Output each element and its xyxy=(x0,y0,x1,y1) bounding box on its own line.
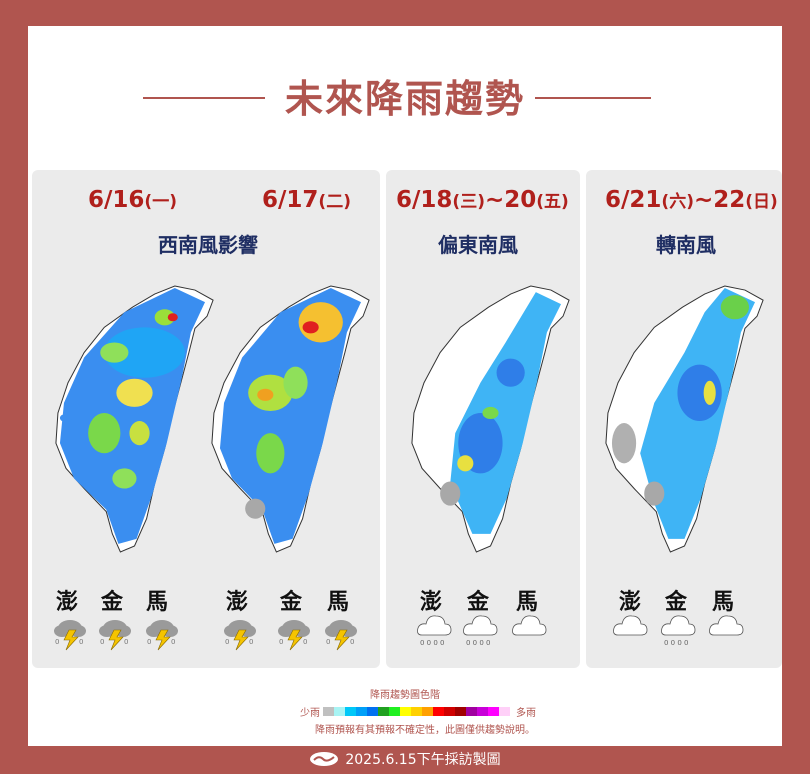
legend-high-label: 多雨 xyxy=(516,708,536,719)
legend-title: 降雨趨勢圖色階 xyxy=(370,690,440,701)
thunderstorm-icon xyxy=(223,619,257,651)
legend-swatch xyxy=(378,707,389,716)
legend-swatch xyxy=(466,707,477,716)
footer: 2025.6.15下午採訪製圖 xyxy=(0,749,810,769)
legend-swatch xyxy=(323,707,334,716)
rainfall-map-0616 xyxy=(55,285,214,553)
kinmen-label: 金 xyxy=(280,590,303,615)
legend-swatch xyxy=(477,707,488,716)
rainfall-color-scale: 少雨 多雨 xyxy=(300,704,536,719)
weather-pattern-label: 轉南風 xyxy=(656,233,716,257)
cloud-icon xyxy=(613,615,648,636)
thunderstorm-icon xyxy=(277,619,311,651)
legend-swatch xyxy=(356,707,367,716)
legend-swatch xyxy=(400,707,411,716)
matsu-label: 馬 xyxy=(712,590,735,615)
rainfall-map-0621-0622 xyxy=(605,285,764,553)
legend-swatch xyxy=(433,707,444,716)
penghu-label: 澎 xyxy=(226,590,249,615)
rainfall-map-0617 xyxy=(211,285,370,553)
legend-swatches xyxy=(323,707,510,716)
legend-swatch xyxy=(455,707,466,716)
kinmen-label: 金 xyxy=(101,590,124,615)
matsu-label: 馬 xyxy=(516,590,539,615)
legend-swatch xyxy=(345,707,356,716)
rainfall-map-0618-0620 xyxy=(411,285,570,553)
cloud-icon xyxy=(709,615,744,636)
thunderstorm-icon xyxy=(145,619,179,651)
weather-pattern-label: 偏東南風 xyxy=(438,233,518,257)
penghu-label: 澎 xyxy=(619,590,642,615)
logo-icon xyxy=(310,752,339,766)
kinmen-label: 金 xyxy=(665,590,688,615)
legend-swatch xyxy=(422,707,433,716)
title-divider-left xyxy=(143,97,265,99)
kinmen-label: 金 xyxy=(467,590,490,615)
date-label: 6/16(一) xyxy=(88,187,177,213)
legend-swatch xyxy=(334,707,345,716)
legend-swatch xyxy=(389,707,400,716)
legend-swatch xyxy=(499,707,510,716)
penghu-label: 澎 xyxy=(56,590,79,615)
weather-pattern-label: 西南風影響 xyxy=(158,233,258,257)
legend-swatch xyxy=(367,707,378,716)
thunderstorm-icon xyxy=(53,619,87,651)
legend-low-label: 少雨 xyxy=(300,708,320,719)
rain-cloud-icon xyxy=(463,615,498,647)
legend-swatch xyxy=(411,707,422,716)
footer-text: 2025.6.15下午採訪製圖 xyxy=(345,752,501,768)
cloud-icon xyxy=(512,615,547,636)
matsu-label: 馬 xyxy=(327,590,350,615)
rain-cloud-icon xyxy=(661,615,696,647)
thunderstorm-icon xyxy=(324,619,358,651)
date-label: 6/17(二) xyxy=(262,187,351,213)
date-range-label: 6/21(六)~22(日) xyxy=(605,187,778,213)
legend-swatch xyxy=(488,707,499,716)
rain-cloud-icon xyxy=(417,615,452,647)
matsu-label: 馬 xyxy=(146,590,169,615)
page-title: 未來降雨趨勢 xyxy=(284,77,525,121)
penghu-label: 澎 xyxy=(420,590,443,615)
date-range-label: 6/18(三)~20(五) xyxy=(396,187,569,213)
forecast-disclaimer: 降雨預報有其預報不確定性，此圖僅供趨勢說明。 xyxy=(315,725,535,736)
legend-swatch xyxy=(444,707,455,716)
title-divider-right xyxy=(535,97,651,99)
thunderstorm-icon xyxy=(98,619,132,651)
